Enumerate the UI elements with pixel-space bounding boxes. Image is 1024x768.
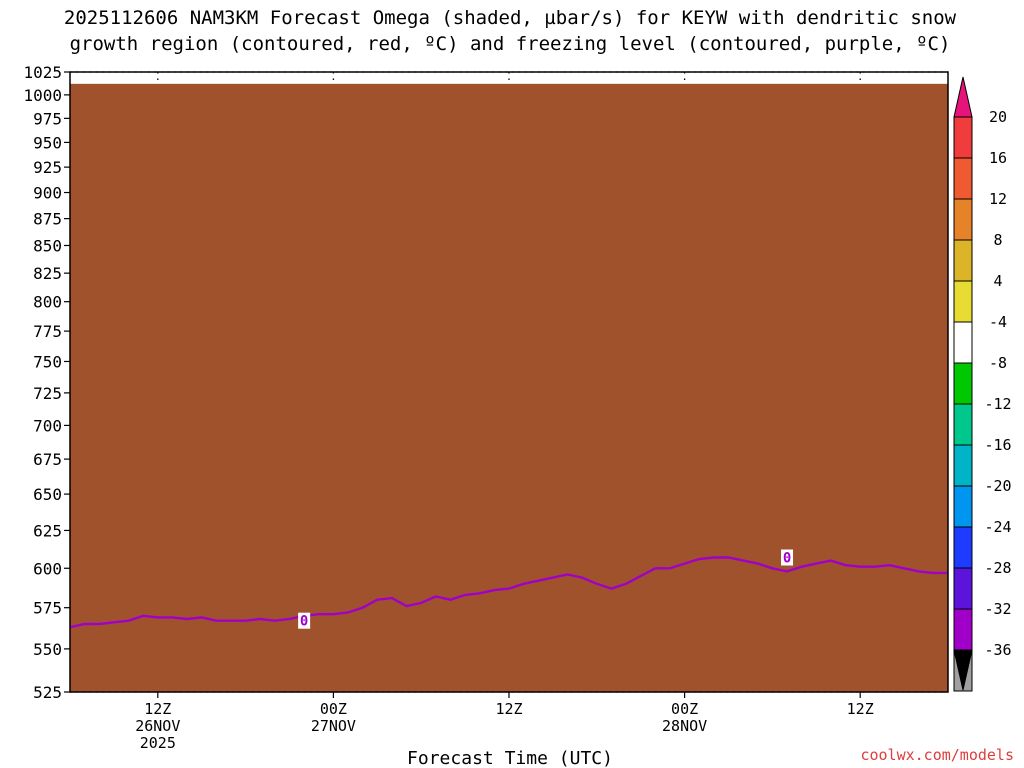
colorbar-segment: [953, 526, 973, 569]
colorbar-segment: [953, 403, 973, 446]
colorbar-label: -4: [989, 313, 1007, 331]
freezing-level-label: 0: [300, 614, 308, 630]
colorbar-label: -12: [984, 395, 1011, 413]
y-tick-label: 950: [33, 133, 62, 152]
colorbar-segment: [953, 198, 973, 241]
freezing-level-label-bg: [298, 612, 311, 629]
y-tick-label: 875: [33, 210, 62, 229]
colorbar-label: 20: [989, 108, 1007, 126]
colorbar-bottom-arrow: [953, 649, 973, 691]
colorbar-label: 12: [989, 190, 1007, 208]
y-tick-label: 625: [33, 521, 62, 540]
colorbar-segment: [953, 567, 973, 610]
x-tick-label: 12Z: [847, 700, 874, 718]
y-tick-label: 925: [33, 158, 62, 177]
colorbar-label: -32: [984, 600, 1011, 618]
colorbar-label: -20: [984, 477, 1011, 495]
colorbar-label: -36: [984, 641, 1011, 659]
y-tick-label: 550: [33, 640, 62, 659]
y-tick-label: 725: [33, 384, 62, 403]
colorbar-label: 4: [993, 272, 1002, 290]
x-tick-label: 27NOV: [311, 717, 356, 735]
colorbar-segment: [953, 608, 973, 651]
plot-area: 00: [69, 71, 949, 693]
y-tick-label: 525: [33, 683, 62, 702]
colorbar-segment: [953, 157, 973, 200]
x-tick-label: 28NOV: [662, 717, 707, 735]
x-axis-label: Forecast Time (UTC): [407, 748, 613, 768]
y-axis: 525 550 575 600 625 650 675 700 725 750 775 800 825 8…: [23, 63, 70, 702]
chart-title-line1: 2025112606 NAM3KM Forecast Omega (shaded…: [64, 7, 957, 29]
freezing-level-label: 0: [783, 551, 791, 567]
y-tick-label: 825: [33, 264, 62, 283]
colorbar-label: -24: [984, 518, 1011, 536]
terrain: [70, 83, 948, 693]
colorbar-segment: [953, 116, 973, 159]
y-tick-label: 575: [33, 599, 62, 618]
colorbar-segment: [953, 321, 973, 364]
x-tick-label: 12Z: [144, 700, 171, 718]
y-tick-label: 675: [33, 450, 62, 469]
colorbar-label: 16: [989, 149, 1007, 167]
y-tick-label: 750: [33, 352, 62, 371]
colorbar-segment: [953, 362, 973, 405]
colorbar-segment: [953, 444, 973, 487]
y-tick-label: 700: [33, 416, 62, 435]
y-tick-label: 600: [33, 559, 62, 578]
colorbar-segment: [953, 239, 973, 282]
y-tick-label: 775: [33, 322, 62, 341]
colorbar-label: -28: [984, 559, 1011, 577]
y-tick-label: 850: [33, 236, 62, 255]
freezing-level-line: [69, 556, 948, 629]
chart-title-line2: growth region (contoured, red, ºC) and f…: [70, 33, 951, 55]
colorbar-label: -8: [989, 354, 1007, 372]
x-tick-label: 2025: [140, 734, 176, 752]
x-tick-label: 00Z: [671, 700, 698, 718]
colorbar-label: -16: [984, 436, 1011, 454]
y-tick-label: 900: [33, 184, 62, 203]
colorbar-segment: [953, 280, 973, 323]
colorbar-label: 8: [993, 231, 1002, 249]
colorbar: 20 16 12 8 4 -4 -8 -12 -16 -20 -24 -28 -32 -36: [953, 76, 1012, 692]
x-tick-label: 26NOV: [135, 717, 180, 735]
x-tick-label: 12Z: [495, 700, 522, 718]
colorbar-segment: [953, 485, 973, 528]
y-tick-label: 1000: [23, 86, 62, 105]
x-tick-label: 00Z: [320, 700, 347, 718]
y-tick-label: 975: [33, 109, 62, 128]
y-tick-label: 650: [33, 485, 62, 504]
colorbar-top-arrow: [953, 76, 973, 118]
credit-text: coolwx.com/models: [860, 746, 1014, 764]
y-tick-label: 1025: [23, 63, 62, 82]
y-tick-label: 800: [33, 293, 62, 312]
freezing-level-label-bg: [781, 549, 794, 566]
